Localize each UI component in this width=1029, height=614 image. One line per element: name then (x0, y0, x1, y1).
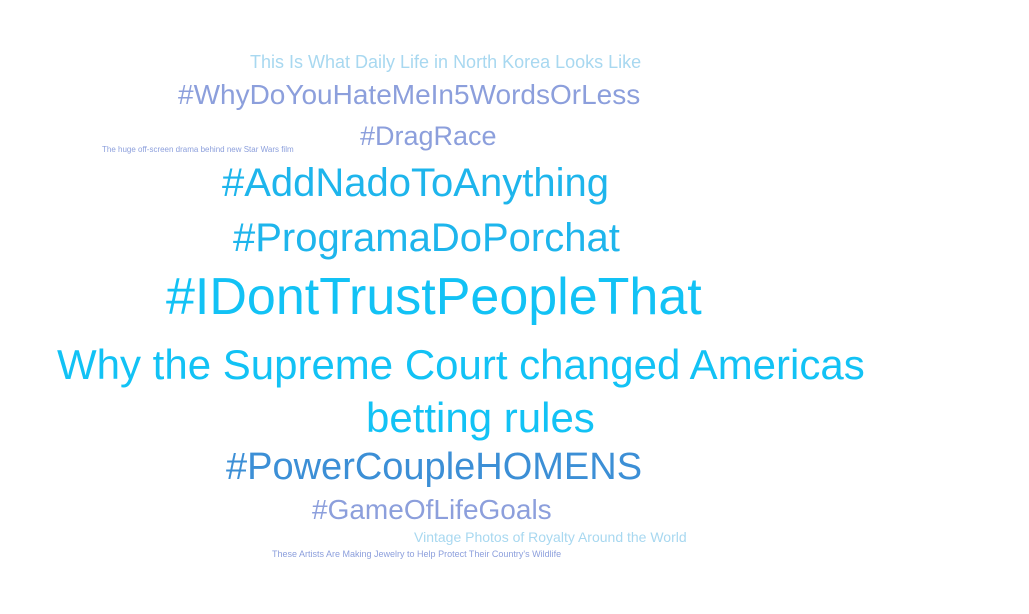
trend-add-nado[interactable]: #AddNadoToAnything (222, 161, 609, 205)
trend-north-korea[interactable]: This Is What Daily Life in North Korea L… (250, 52, 642, 72)
trend-drag-race[interactable]: #DragRace (360, 121, 497, 151)
trend-star-wars-drama[interactable]: The huge off-screen drama behind new Sta… (102, 145, 294, 154)
trend-artists-jewelry[interactable]: These Artists Are Making Jewelry to Help… (272, 549, 562, 559)
trend-game-of-life-goals[interactable]: #GameOfLifeGoals (312, 494, 552, 525)
trend-why-do-you-hate-me[interactable]: #WhyDoYouHateMeIn5WordsOrLess (178, 79, 641, 110)
trend-vintage-royalty[interactable]: Vintage Photos of Royalty Around the Wor… (414, 529, 687, 545)
trend-programa-do-porchat[interactable]: #ProgramaDoPorchat (233, 216, 620, 260)
trend-i-dont-trust-people[interactable]: #IDontTrustPeopleThat (166, 268, 702, 326)
trend-power-couple[interactable]: #PowerCoupleHOMENS (226, 446, 643, 488)
trend-supreme-court-line-1[interactable]: Why the Supreme Court changed Americas (57, 341, 865, 388)
trend-supreme-court-line-2[interactable]: betting rules (366, 394, 595, 441)
